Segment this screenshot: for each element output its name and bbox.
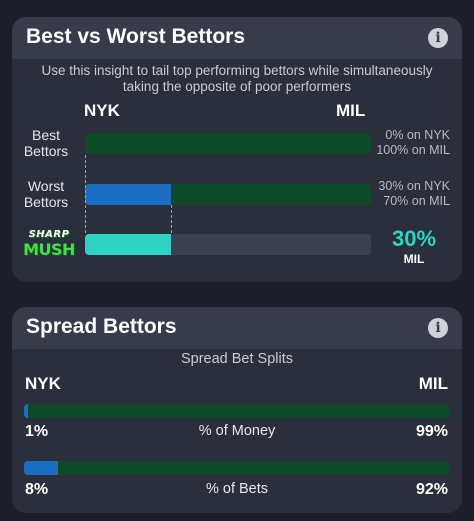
best-bettors-mil-segment (85, 133, 371, 154)
worst-bettors-nyk-segment (85, 184, 171, 205)
info-icon[interactable]: i (428, 318, 448, 338)
best-bettors-stats: 0% on NYK 100% on MIL (370, 128, 450, 158)
best-bettors-mil-text: 100% on MIL (376, 143, 450, 157)
money-nyk-segment (24, 404, 29, 418)
money-label: % of Money (198, 423, 276, 439)
sharp-mush-result: 30% MIL (382, 226, 446, 266)
worst-bettors-bar (85, 184, 371, 205)
sharp-mush-logo-top: SHARP (28, 229, 70, 240)
team-right-label: MIL (336, 101, 366, 120)
worst-bettors-label-line2: Bettors (23, 194, 69, 210)
info-icon[interactable]: i (428, 28, 448, 48)
money-nyk-pct: 1% (25, 423, 49, 440)
best-bettors-bar (85, 133, 371, 154)
spread-header: Spread Bettors i (12, 307, 462, 349)
worst-bettors-mil-text: 70% on MIL (383, 194, 450, 208)
spread-title: Spread Bettors (26, 315, 177, 338)
worst-guide-line (171, 205, 172, 233)
spread-team-right: MIL (418, 374, 448, 393)
bets-mil-pct: 92% (415, 481, 448, 498)
worst-bettors-mil-segment (170, 184, 371, 205)
bets-nyk-pct: 8% (25, 481, 49, 498)
bets-mil-segment (58, 461, 450, 475)
worst-bettors-nyk-text: 30% on NYK (378, 179, 450, 193)
best-worst-card: Best vs Worst Bettors i Use this insight… (12, 17, 462, 282)
sharp-mush-pct: 30% (391, 226, 437, 251)
best-guide-line (85, 155, 86, 233)
sharp-mush-team: MIL (403, 252, 425, 266)
sharp-mush-fill (85, 234, 171, 255)
sharp-mush-bar (85, 234, 371, 255)
best-bettors-label-line1: Best (31, 127, 60, 143)
sharp-mush-logo-bottom: MUSH (23, 240, 75, 259)
best-worst-header: Best vs Worst Bettors i (12, 17, 462, 59)
best-bettors-nyk-text: 0% on NYK (385, 128, 450, 142)
sharp-mush-remainder (170, 234, 371, 255)
sharp-mush-logo: SHARP MUSH (17, 229, 81, 265)
best-worst-title: Best vs Worst Bettors (26, 25, 246, 48)
spread-caption: Spread Bet Splits (180, 351, 294, 367)
spread-card: Spread Bettors i Spread Bet Splits NYK M… (12, 307, 462, 513)
worst-bettors-label-line1: Worst (27, 178, 65, 194)
best-worst-subtitle: Use this insight to tail top performing … (41, 63, 433, 94)
bets-label: % of Bets (205, 481, 269, 497)
money-mil-pct: 99% (415, 423, 448, 440)
spread-team-left: NYK (25, 374, 61, 393)
bets-nyk-segment (24, 461, 59, 475)
worst-bettors-stats: 30% on NYK 70% on MIL (370, 179, 450, 209)
best-bettors-label-line2: Bettors (23, 143, 69, 159)
worst-bettors-label: Worst Bettors (14, 178, 78, 210)
money-mil-segment (28, 404, 450, 418)
team-left-label: NYK (84, 101, 120, 120)
best-bettors-label: Best Bettors (14, 127, 78, 159)
money-split-bar (24, 404, 450, 418)
bets-split-bar (24, 461, 450, 475)
